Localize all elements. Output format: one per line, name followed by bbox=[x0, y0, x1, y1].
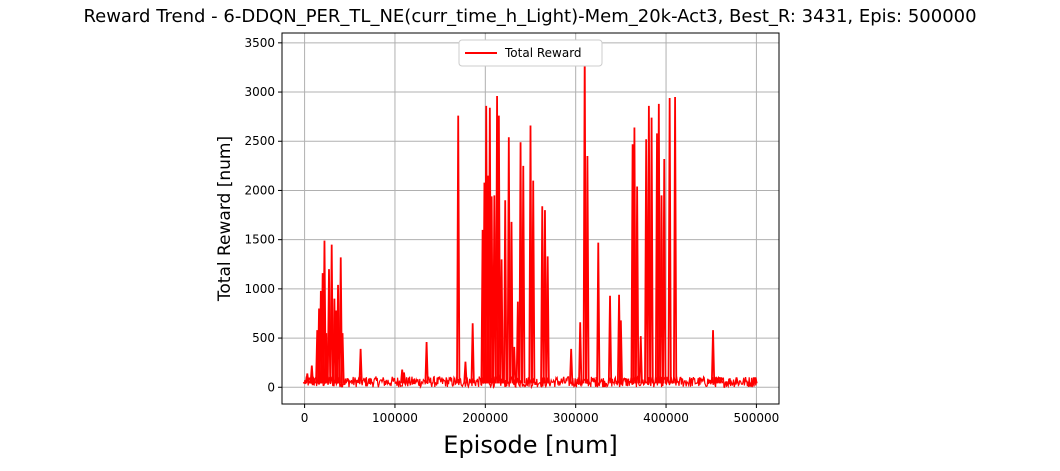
legend-box bbox=[458, 39, 603, 67]
series-spike-point bbox=[569, 348, 574, 384]
series-spike-point bbox=[734, 377, 739, 384]
series-spike-point bbox=[424, 341, 429, 384]
series-spike-point bbox=[635, 186, 640, 384]
series-spike-point bbox=[667, 97, 672, 384]
series-spike-point bbox=[719, 377, 724, 384]
series-spike-point bbox=[311, 376, 316, 384]
series-spike-point bbox=[343, 379, 348, 384]
series-spike-point bbox=[499, 259, 504, 384]
y-tick-label: 2500 bbox=[244, 134, 275, 148]
series-spike-point bbox=[506, 137, 511, 384]
series-spike-point bbox=[646, 105, 651, 384]
chart-title: Reward Trend - 6-DDQN_PER_TL_NE(curr_tim… bbox=[83, 6, 976, 27]
series-spike-point bbox=[644, 139, 649, 384]
series-spike-point bbox=[512, 346, 517, 384]
y-tick-label: 1500 bbox=[244, 233, 275, 247]
legend-label: Total Reward bbox=[504, 46, 582, 60]
tick-layer: 0 100000 200000 300000 400000 500000 0 500 1000 1… bbox=[244, 36, 779, 425]
x-tick-label: 500000 bbox=[734, 411, 780, 425]
y-tick-label: 500 bbox=[252, 331, 275, 345]
series-spike-point bbox=[305, 373, 310, 384]
series-spike-point bbox=[713, 377, 718, 384]
series-spike-point bbox=[401, 372, 407, 384]
series-spike-point bbox=[753, 377, 758, 384]
y-tick-label: 3500 bbox=[244, 36, 275, 50]
series-spike-point bbox=[618, 320, 623, 384]
y-tick-label: 0 bbox=[267, 380, 275, 394]
series-spike-point bbox=[309, 365, 314, 384]
legend: Total Reward bbox=[458, 39, 603, 67]
x-tick-label: 300000 bbox=[553, 411, 599, 425]
series-spike-point bbox=[542, 210, 548, 384]
series-spike-point bbox=[632, 127, 637, 384]
series-spike-point bbox=[531, 180, 536, 384]
x-tick-label: 100000 bbox=[372, 411, 418, 425]
series-spike-point bbox=[521, 165, 526, 384]
series-spike-point bbox=[326, 269, 332, 384]
series-spike-point bbox=[470, 323, 475, 384]
series-spike-point bbox=[329, 244, 334, 384]
series-spike-point bbox=[456, 115, 461, 384]
series-spike-point bbox=[322, 240, 327, 384]
series-spike-point bbox=[545, 256, 550, 384]
series-spike-point bbox=[492, 195, 497, 384]
x-axis-label: Episode [num] bbox=[443, 431, 617, 459]
series-spike-point bbox=[607, 295, 613, 384]
series-spike-point bbox=[496, 115, 501, 384]
series-spike-point bbox=[528, 125, 533, 384]
series-spike-point bbox=[710, 330, 716, 384]
y-tick-label: 3000 bbox=[244, 85, 275, 99]
y-tick-label: 2000 bbox=[244, 183, 275, 197]
series-spike-point bbox=[596, 242, 601, 384]
series-spike-point bbox=[509, 221, 514, 384]
series-spike-point bbox=[672, 96, 678, 384]
series-spike-point bbox=[335, 284, 341, 384]
series-spike-point bbox=[662, 158, 667, 384]
x-tick-label: 0 bbox=[301, 411, 309, 425]
series-spike-point bbox=[540, 206, 545, 384]
series-spike-point bbox=[649, 117, 654, 384]
x-tick-label: 200000 bbox=[462, 411, 508, 425]
x-tick-label: 400000 bbox=[643, 411, 689, 425]
series-spike-point bbox=[582, 49, 587, 384]
series-spike-point bbox=[659, 195, 664, 384]
series-spike-point bbox=[716, 377, 721, 384]
y-tick-label: 1000 bbox=[244, 282, 275, 296]
series-spike-point bbox=[585, 156, 590, 384]
plot-frame bbox=[281, 32, 780, 405]
series-baseline-noise bbox=[303, 374, 757, 390]
series-spike-point bbox=[489, 196, 494, 384]
series-spike-point bbox=[340, 333, 345, 384]
series-spike-point bbox=[503, 200, 508, 384]
series-spike-point bbox=[578, 322, 583, 384]
series-spike-point bbox=[358, 348, 363, 384]
series-spike-point bbox=[638, 336, 643, 384]
y-axis-label: Total Reward [num] bbox=[215, 136, 235, 302]
series-spike-point bbox=[463, 361, 468, 384]
series-layer bbox=[302, 49, 758, 390]
series-spike-point bbox=[656, 103, 661, 384]
series-spike-point bbox=[518, 142, 523, 384]
